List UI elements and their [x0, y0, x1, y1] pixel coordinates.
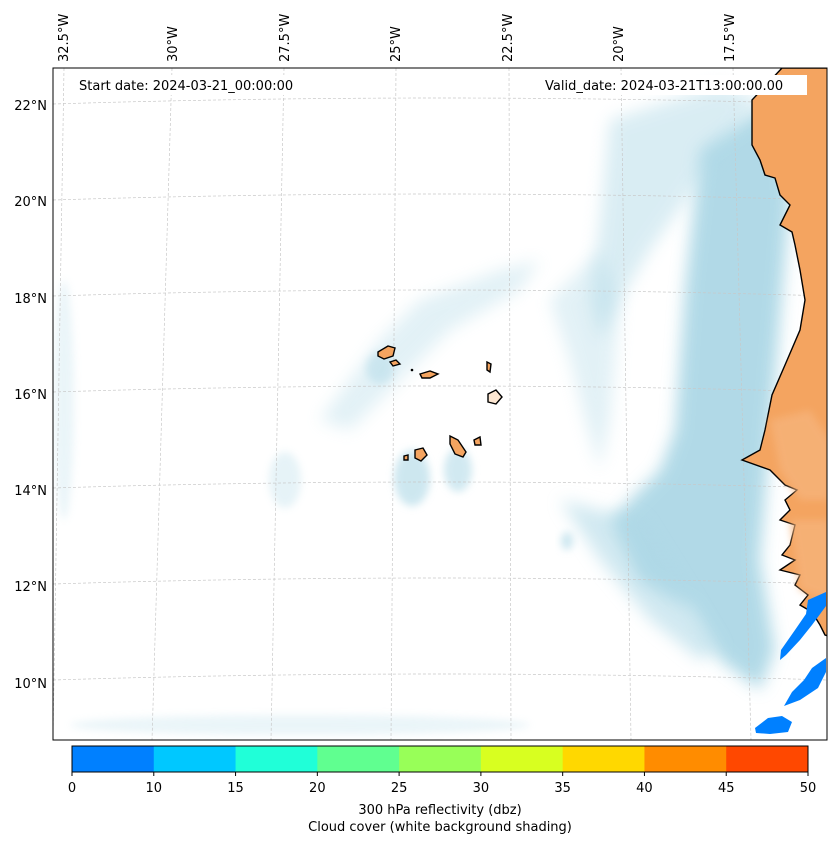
lat-label: 10°N [14, 677, 47, 692]
islet [410, 368, 414, 372]
senegal-interior [770, 410, 827, 500]
lon-label: 17.5°W [723, 14, 738, 62]
colorbar-tick-label: 20 [309, 781, 326, 796]
colorbar-segment [480, 746, 564, 772]
reflectivity-echo-2 [784, 658, 826, 706]
cloud-band-south [560, 500, 720, 660]
island-maio [473, 435, 482, 446]
island-sal [486, 360, 492, 374]
cloud-patch-island-3 [366, 352, 394, 384]
colorbar-tick-label: 10 [146, 781, 163, 796]
land-layer [377, 68, 827, 637]
cloud-cover-layer [54, 85, 790, 735]
valid-date-label: Valid_date: 2024-03-21T13:00:00.00 [545, 79, 783, 94]
cloud-band-main [610, 95, 790, 690]
colorbar-segment [317, 746, 400, 772]
colorbar-tick-label: 15 [227, 781, 244, 796]
lon-label: 20°W [612, 26, 627, 62]
lat-label: 18°N [14, 292, 47, 307]
colorbar-tick-label: 50 [800, 781, 817, 796]
graticule [53, 68, 827, 740]
latitude-labels: 22°N 20°N 18°N 16°N 14°N 12°N 10°N [14, 99, 47, 692]
colorbar-segment [72, 746, 155, 772]
colorbar-label-cloud: Cloud cover (white background shading) [308, 820, 572, 835]
colorbar-tick-label: 30 [473, 781, 490, 796]
island-fogo [414, 447, 428, 462]
colorbar-tick-label: 0 [68, 781, 76, 796]
lon-label: 32.5°W [57, 14, 72, 62]
cloud-patch-island-2 [444, 448, 472, 492]
colorbar-label-reflectivity: 300 hPa reflectivity (dbz) [358, 803, 521, 818]
map-frame [52, 67, 828, 741]
island-brava [403, 454, 409, 461]
colorbar-segment [399, 746, 482, 772]
cloud-patch-west-edge [54, 280, 74, 520]
reflectivity-layer [755, 592, 826, 734]
cloud-band-north [590, 85, 760, 340]
reflectivity-echo-3 [755, 716, 792, 734]
colorbar-segment [235, 746, 318, 772]
colorbar-tick-label: 35 [554, 781, 571, 796]
valid-date-box [540, 75, 807, 95]
cloud-patch-island-1 [394, 450, 430, 506]
lon-label: 27.5°W [278, 14, 293, 62]
lon-label: 30°W [166, 26, 181, 62]
island-sao-nicolau [419, 370, 440, 379]
lat-label: 12°N [14, 580, 47, 595]
reflectivity-echo-1 [780, 592, 826, 660]
colorbar-segment [644, 746, 727, 772]
start-date-box [73, 75, 313, 95]
island-sao-vicente [388, 359, 402, 367]
colorbar-segment [562, 746, 645, 772]
start-date-label: Start date: 2024-03-21_00:00:00 [79, 79, 293, 94]
cloud-streak-west [320, 260, 540, 430]
colorbar: 0 10 15 20 25 30 35 40 45 50 300 hPa reflectivity… [68, 745, 816, 835]
lat-label: 22°N [14, 99, 47, 114]
guinea-interior [790, 520, 827, 599]
lon-label: 25°W [389, 26, 404, 62]
lon-label: 22.5°W [501, 14, 516, 62]
cloud-streak-mid [550, 250, 620, 470]
colorbar-segment [726, 746, 809, 772]
colorbar-tick-label: 40 [636, 781, 653, 796]
cloud-patch-small [561, 532, 573, 550]
lat-label: 14°N [14, 484, 47, 499]
cloud-patch-sw [269, 452, 301, 508]
colorbar-segment [153, 746, 237, 772]
lat-label: 16°N [14, 388, 47, 403]
colorbar-segments [72, 746, 809, 772]
island-santo-antao [377, 345, 396, 360]
island-boa-vista [487, 389, 503, 405]
map-panel [53, 68, 827, 740]
colorbar-ticks: 0 10 15 20 25 30 35 40 45 50 [68, 772, 816, 796]
longitude-labels: 32.5°W 30°W 27.5°W 25°W 22.5°W 20°W 17.5… [57, 14, 738, 62]
colorbar-tick-label: 25 [391, 781, 408, 796]
lat-label: 20°N [14, 195, 47, 210]
colorbar-tick-label: 45 [718, 781, 735, 796]
island-santiago [449, 434, 467, 458]
cloud-patch-south-edge [70, 715, 530, 735]
colorbar-frame [71, 745, 809, 773]
